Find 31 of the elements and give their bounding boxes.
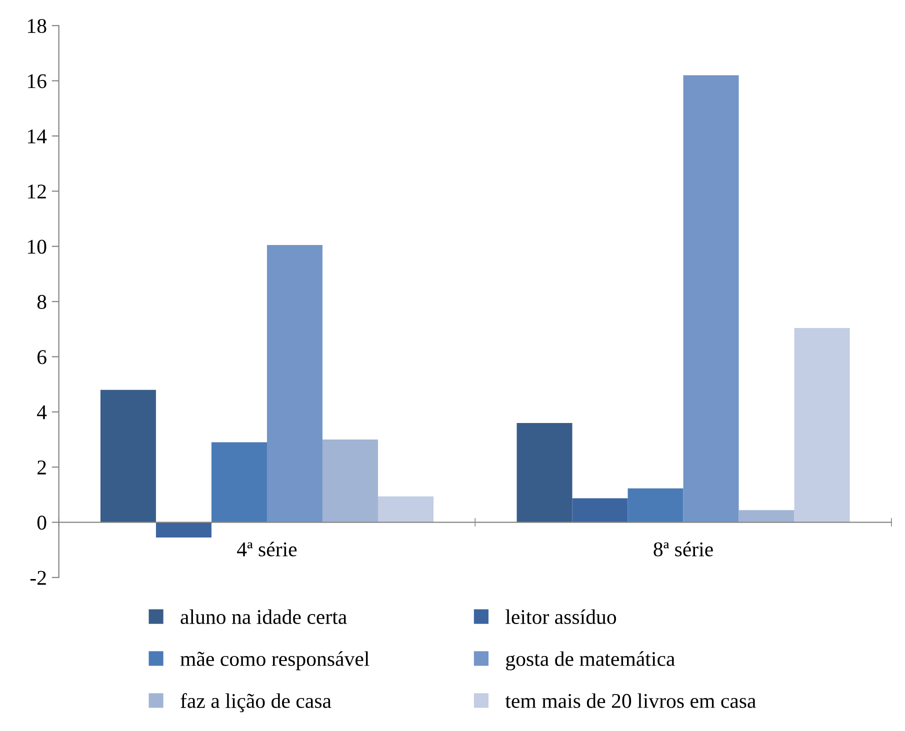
x-tick-label: 8ª série (654, 542, 713, 556)
bar (266, 244, 322, 522)
bar (322, 440, 378, 522)
legend-label: tem mais de 20 livros em casa (505, 693, 756, 708)
y-tick-label: 14 (28, 129, 47, 144)
bar (572, 498, 628, 522)
legend-label: gosta de matemática (506, 651, 675, 670)
y-tick-label: 12 (28, 184, 46, 198)
bar (211, 442, 267, 522)
bar (738, 510, 794, 522)
y-tick-label: 18 (28, 18, 46, 34)
bar (156, 522, 212, 538)
legend-label: aluno na idade certa (180, 609, 347, 624)
y-tick-label: 4 (37, 405, 47, 420)
y-tick-label: -2 (30, 570, 46, 585)
bar (516, 422, 572, 522)
bar (794, 328, 850, 522)
legend-label: faz a lição de casa (180, 693, 332, 712)
y-tick-label: 0 (37, 516, 46, 530)
bar (378, 496, 434, 522)
bar (100, 390, 156, 522)
y-tick-label: 10 (28, 240, 46, 254)
y-tick-label: 16 (28, 74, 46, 88)
y-tick-label: 2 (38, 460, 46, 474)
x-tick-label: 4ª série (237, 542, 297, 556)
legend-label: leitor assíduo (506, 609, 616, 624)
bar (628, 488, 684, 522)
y-tick-label: 6 (38, 350, 46, 364)
bar (683, 75, 739, 522)
y-tick-label: 8 (37, 294, 46, 309)
legend-label: mãe como responsável (180, 651, 370, 670)
